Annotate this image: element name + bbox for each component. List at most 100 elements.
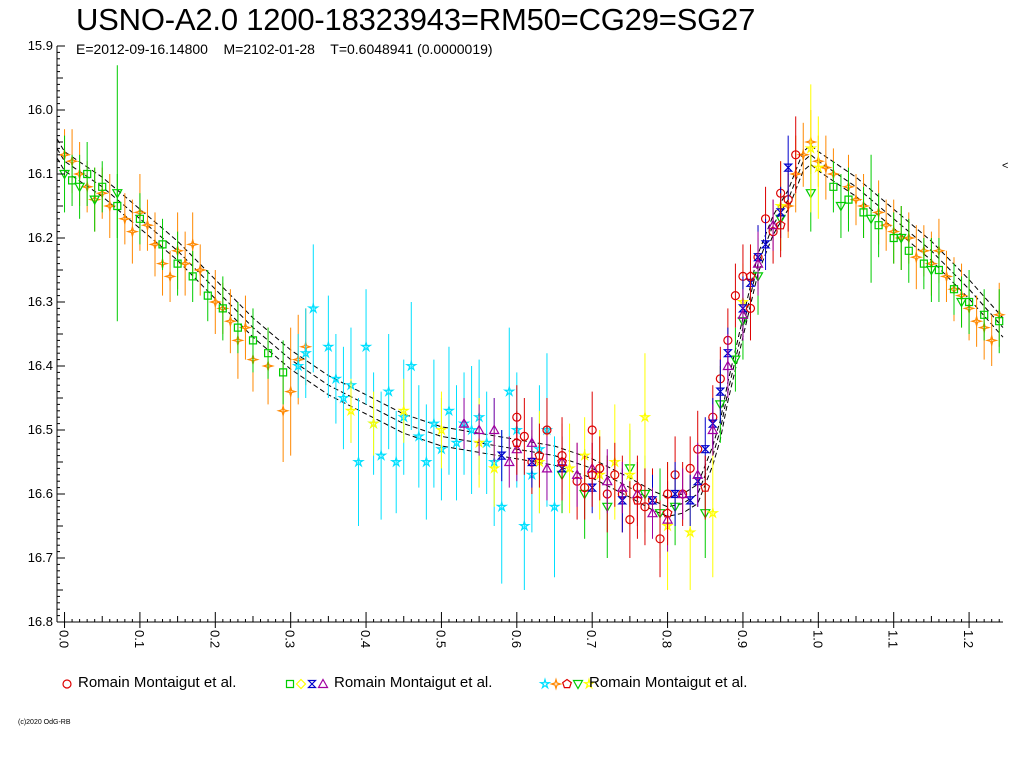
data-point <box>753 253 763 262</box>
data-point <box>208 295 222 309</box>
y-tick-label: 16.6 <box>28 486 53 501</box>
data-point <box>284 384 298 399</box>
data-point <box>526 437 538 447</box>
data-point <box>557 456 568 467</box>
legend: Romain Montaigut et al. Romain Montaigut… <box>0 672 1024 696</box>
data-point <box>925 265 937 276</box>
data-point <box>829 182 838 191</box>
data-point <box>638 410 652 423</box>
x-tick-label: 0.8 <box>660 630 675 648</box>
data-point <box>670 489 681 499</box>
data-point <box>775 219 786 230</box>
series-8 <box>511 193 786 546</box>
x-tick-label: 0.5 <box>433 630 448 648</box>
x-tick-label: 0.4 <box>358 630 373 648</box>
y-tick-label: 16.1 <box>28 166 53 181</box>
copyright-note: (c)2020 OdG-RB <box>18 719 71 726</box>
y-tick-label: 16.0 <box>28 102 53 117</box>
data-point <box>729 355 741 366</box>
legend-symbol <box>582 677 596 690</box>
data-point <box>496 451 507 460</box>
data-point <box>291 359 305 372</box>
data-point <box>420 455 433 468</box>
data-point <box>163 269 177 284</box>
data-point <box>442 404 456 417</box>
data-point <box>352 455 365 468</box>
x-tick-label: 0.9 <box>735 630 750 648</box>
data-point <box>89 195 101 206</box>
data-point <box>715 387 726 396</box>
data-point <box>548 500 561 513</box>
series-0 <box>57 110 1006 462</box>
data-point <box>450 436 463 449</box>
data-point <box>909 250 923 264</box>
data-point <box>895 233 907 244</box>
data-point <box>904 246 913 255</box>
data-point <box>625 514 635 525</box>
data-point <box>264 349 273 358</box>
x-tick-label: 1.0 <box>810 630 825 648</box>
data-point <box>74 182 86 193</box>
y-tick-label: 16.5 <box>28 422 53 437</box>
data-point <box>329 372 343 385</box>
data-point <box>700 482 711 492</box>
data-point <box>186 237 200 252</box>
data-point <box>985 333 999 348</box>
data-point <box>874 221 883 230</box>
legend-symbol <box>285 679 295 689</box>
data-point <box>662 507 673 518</box>
data-point <box>158 240 167 249</box>
data-point <box>382 384 395 397</box>
data-point <box>279 368 288 377</box>
data-point <box>587 469 598 479</box>
y-tick-label: 16.4 <box>28 358 53 373</box>
data-point <box>616 481 628 492</box>
y-tick-label: 16.8 <box>28 614 53 629</box>
data-point <box>519 431 529 441</box>
data-point <box>427 416 441 429</box>
data-point <box>148 237 162 252</box>
data-point <box>889 233 898 243</box>
data-point <box>503 456 515 467</box>
legend-label-3: Romain Montaigut et al. <box>589 674 748 691</box>
x-tick-label: 1.2 <box>961 630 976 648</box>
data-point <box>111 189 123 199</box>
data-point <box>193 263 207 277</box>
data-point <box>632 495 643 505</box>
y-tick-label: 16.7 <box>28 550 53 565</box>
data-point <box>233 323 242 332</box>
edge-mark: < <box>1002 160 1009 172</box>
data-point <box>367 416 380 429</box>
data-point <box>487 461 501 474</box>
data-point <box>178 256 192 271</box>
data-point <box>646 507 659 518</box>
data-point <box>125 224 140 239</box>
data-point <box>135 214 144 223</box>
data-point <box>322 340 335 353</box>
model-curve-center <box>56 148 1004 508</box>
data-point <box>775 208 786 217</box>
data-point <box>722 360 734 371</box>
data-point <box>706 506 720 519</box>
data-point <box>344 404 358 417</box>
data-point <box>783 163 794 172</box>
data-point <box>276 404 290 418</box>
data-point <box>849 192 863 207</box>
data-point <box>737 309 749 319</box>
model-curve-lower <box>56 157 1004 517</box>
data-point <box>248 336 258 345</box>
data-point <box>707 424 719 435</box>
data-point <box>685 463 695 473</box>
data-point <box>995 317 1004 326</box>
data-point <box>534 450 545 460</box>
data-point <box>571 469 583 479</box>
data-point <box>811 160 825 173</box>
data-point <box>511 437 522 447</box>
data-point <box>118 212 132 226</box>
chart-title: USNO-A2.0 1200-18323943=RM50=CG29=SG27 <box>76 2 756 37</box>
data-point <box>965 297 974 307</box>
data-point <box>844 195 853 204</box>
data-point <box>804 141 818 154</box>
data-point <box>745 278 756 287</box>
data-point <box>404 359 418 372</box>
